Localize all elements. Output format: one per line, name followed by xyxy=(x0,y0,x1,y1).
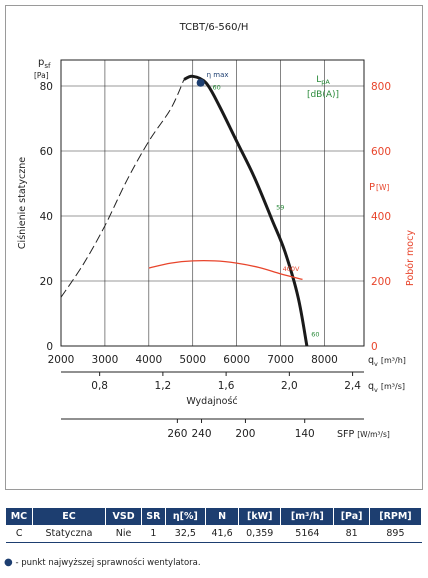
y-right-label: Pobór mocy xyxy=(405,230,416,286)
sfp-axis-ticks: 260 240 200 140 xyxy=(167,419,315,440)
y-left-tick-label: 20 xyxy=(40,276,53,288)
grid-horizontal-lines xyxy=(61,85,364,347)
table-cell: 41,6 xyxy=(205,525,239,543)
table-header-cell: SR xyxy=(141,508,166,525)
y-left-symbol: psf xyxy=(38,57,51,70)
x-axis-m3s-unit: qv [m³/s] xyxy=(368,381,405,394)
table-cell: 5164 xyxy=(280,525,334,543)
table-cell: 1 xyxy=(141,525,166,543)
noise-level-labels: 60 59 60 xyxy=(213,83,320,338)
x-axis-m3h-tick-label: 4000 xyxy=(135,354,162,366)
table-header-cell: EC xyxy=(32,508,107,525)
table-cell: Statyczna xyxy=(32,525,106,543)
pressure-curve xyxy=(183,74,309,347)
power-series-label: 400V xyxy=(283,265,300,273)
x-axis-m3s-tick-label: 2,0 xyxy=(281,380,298,392)
table-cell: 895 xyxy=(369,525,422,543)
sfp-axis-label: SFP [W/m³/s] xyxy=(337,429,390,440)
x-axis-m3h-tick-label: 7000 xyxy=(267,354,294,366)
y-right-tick-label: 0 xyxy=(371,341,378,353)
y-left-tick-label: 80 xyxy=(40,81,53,93)
table-header-cell: [RPM] xyxy=(369,508,423,525)
lpa-symbol: LpA xyxy=(316,75,330,86)
y-left-label: Ciśnienie statyczne xyxy=(17,157,28,249)
power-curve xyxy=(148,259,303,281)
chart-frame xyxy=(5,5,423,490)
max-efficiency-point xyxy=(196,78,205,87)
grid-vertical-lines xyxy=(104,60,325,346)
y-right-tick-label: 200 xyxy=(371,276,391,288)
chart-title: TCBT/6-560/H xyxy=(179,22,249,33)
x-axis-m3h-unit: qv [m³/h] xyxy=(368,355,406,368)
x-axis-m3s-tick-label: 0,8 xyxy=(91,380,108,392)
x-axis-label: Wydajność xyxy=(186,396,237,407)
table-cell: 32,5 xyxy=(165,525,206,543)
y-right-tick-label: 400 xyxy=(371,211,391,223)
table-header-cell: N xyxy=(205,508,240,525)
table-cell: 0,359 xyxy=(238,525,281,543)
y-left-unit: [Pa] xyxy=(34,71,49,80)
x-axis-m3h-tick-label: 5000 xyxy=(179,354,206,366)
table-cell: Nie xyxy=(105,525,142,543)
fan-spec-table: MC EC VSD SR η[%] N [kW] [m³/h] [Pa] [RPM] C Staty… xyxy=(6,508,423,543)
table-header-cell: η[%] xyxy=(165,508,207,525)
x-axis-m3h-tick-label: 3000 xyxy=(92,354,119,366)
y-right-ticks: 0 200 400 600 800 xyxy=(371,81,391,353)
table-header-cell: MC xyxy=(6,508,33,525)
y-left-tick-label: 40 xyxy=(40,211,53,223)
plot-area-border xyxy=(60,59,365,347)
max-efficiency-label: η max xyxy=(207,71,229,79)
y-right-tick-label: 800 xyxy=(371,81,391,93)
y-left-tick-label: 0 xyxy=(46,341,53,353)
noise-level-label: 60 xyxy=(311,330,319,338)
footnote: ● - punkt najwyższej sprawności wentylat… xyxy=(4,557,201,568)
table-row: C Statyczna Nie 1 32,5 41,6 0,359 5164 81 895 xyxy=(6,525,422,543)
fan-performance-chart: TCBT/6-560/H psf [Pa] Ciśnienie statyczn… xyxy=(5,5,423,490)
sfp-axis-tick-label: 260 xyxy=(167,428,187,440)
bullet-dot-icon: ● xyxy=(4,557,13,568)
footnote-text: - punkt najwyższej sprawności wentylator… xyxy=(15,558,201,568)
sfp-axis-tick-label: 200 xyxy=(235,428,255,440)
table-header-cell: VSD xyxy=(105,508,143,525)
table-cell: 81 xyxy=(333,525,370,543)
x-axis-m3s-ticks: 0,8 1,2 1,6 2,0 2,4 xyxy=(91,372,361,392)
y-left-tick-label: 60 xyxy=(40,146,53,158)
pressure-curve-unstable xyxy=(60,79,185,298)
sfp-axis-tick-label: 140 xyxy=(295,428,315,440)
y-right-symbol-unit: P[W] xyxy=(369,182,389,193)
table-cell: C xyxy=(6,525,33,543)
lpa-unit: [dB(A)] xyxy=(307,90,339,100)
sfp-axis-tick-label: 240 xyxy=(191,428,211,440)
table-header-cell: [kW] xyxy=(238,508,282,525)
x-axis-m3h-tick-label: 6000 xyxy=(223,354,250,366)
table-header-cell: [m³/h] xyxy=(280,508,335,525)
x-axis-m3h-ticks: 2000 3000 4000 5000 6000 7000 8000 xyxy=(48,354,338,366)
x-axis-m3s-tick-label: 1,6 xyxy=(218,380,235,392)
x-axis-m3h-tick-label: 8000 xyxy=(311,354,338,366)
noise-level-label: 59 xyxy=(276,204,284,212)
x-axis-m3s-tick-label: 2,4 xyxy=(344,380,361,392)
x-axis-m3h-tick-label: 2000 xyxy=(48,354,75,366)
y-left-ticks: 0 20 40 60 80 xyxy=(40,81,53,353)
y-right-tick-label: 600 xyxy=(371,146,391,158)
noise-level-label: 60 xyxy=(213,83,221,91)
table-header-row: MC EC VSD SR η[%] N [kW] [m³/h] [Pa] [RPM] xyxy=(6,508,423,525)
table-header-cell: [Pa] xyxy=(333,508,370,525)
x-axis-m3s-tick-label: 1,2 xyxy=(155,380,172,392)
